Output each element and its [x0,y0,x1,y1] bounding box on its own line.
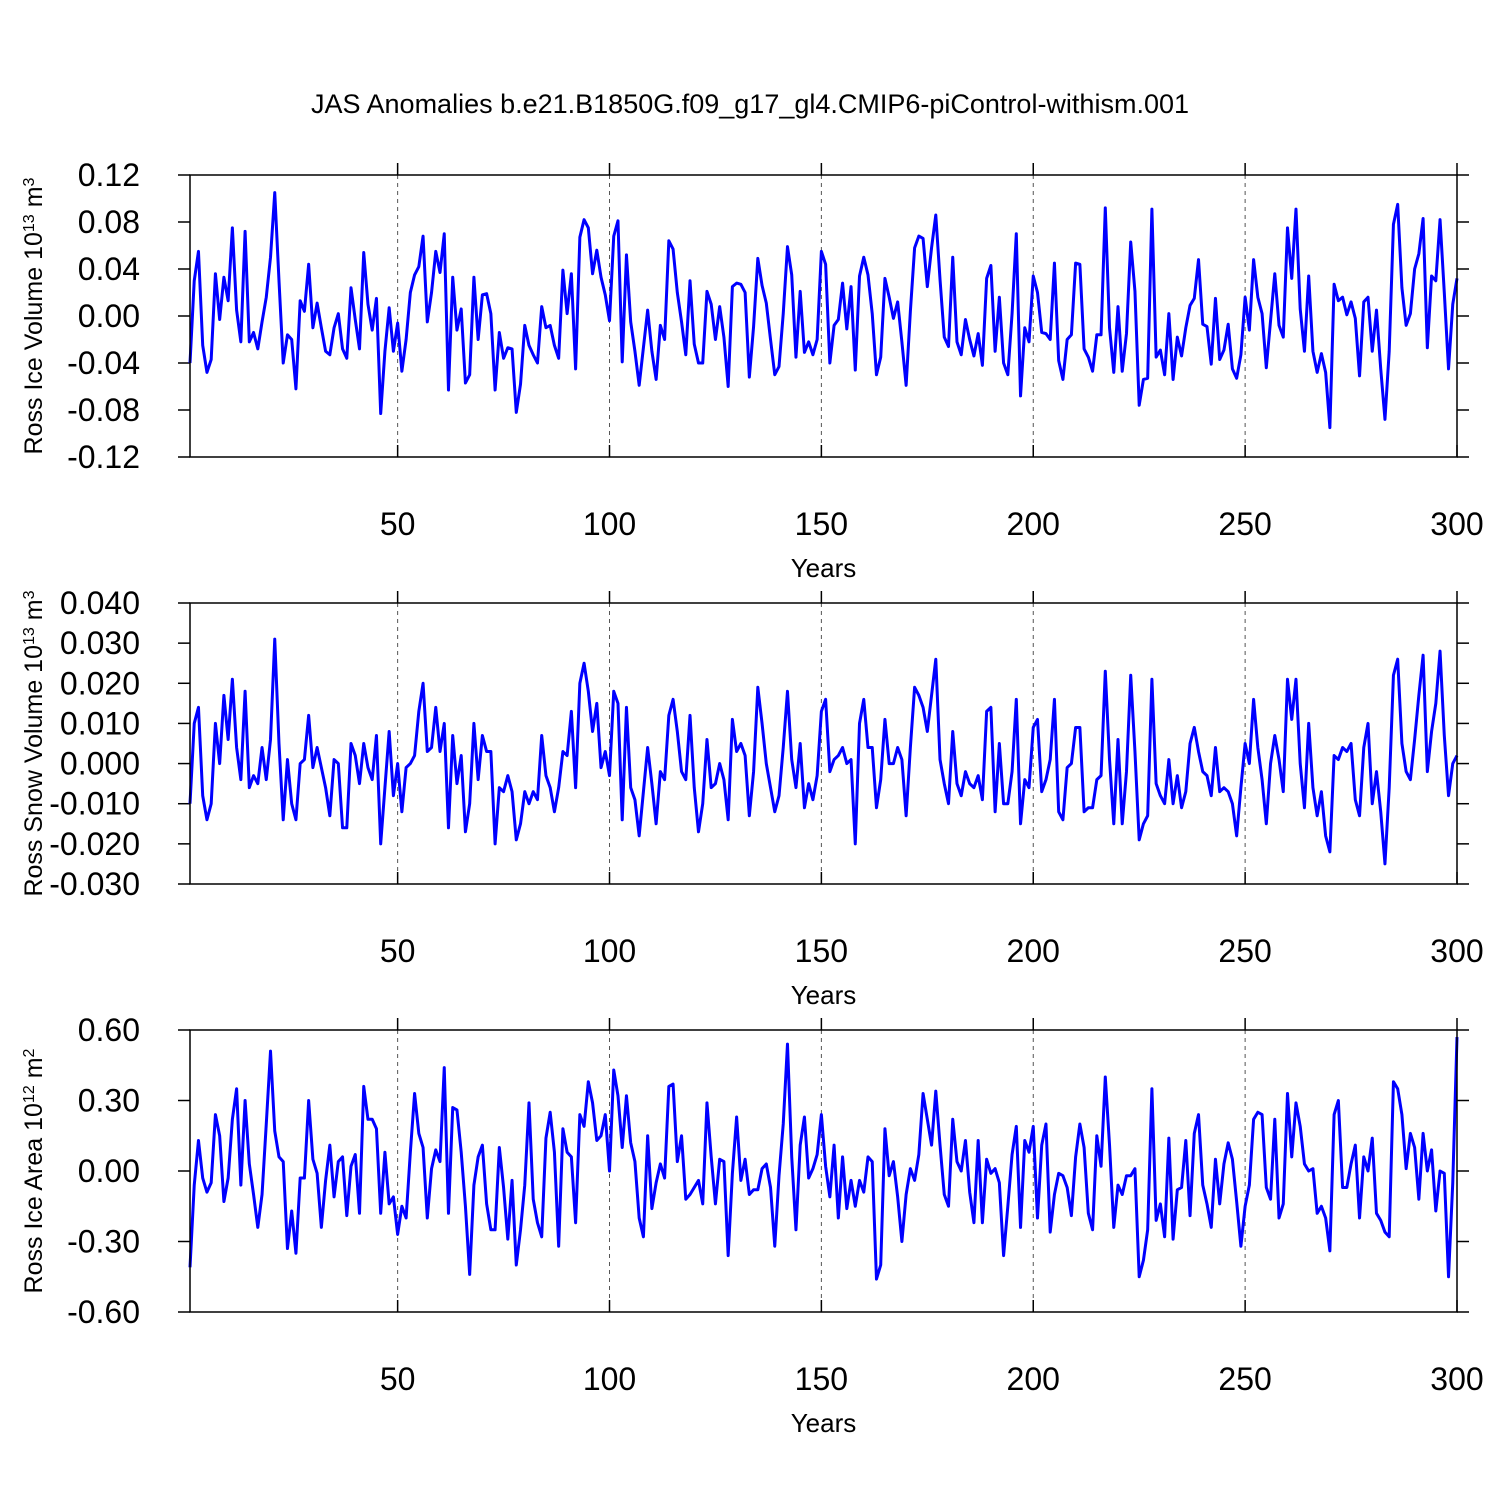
y-tick-label: 0.000 [60,746,140,782]
y-tick-label: 0.020 [60,665,140,701]
x-tick-label: 300 [1430,1361,1483,1397]
y-tick-label: 0.08 [78,204,140,240]
y-tick-label: 0.040 [60,585,140,621]
chart-title: JAS Anomalies b.e21.B1850G.f09_g17_gl4.C… [311,89,1189,119]
data-line [188,637,1459,866]
x-tick-label: 250 [1218,933,1271,969]
x-tick-label: 50 [380,1361,416,1397]
y-tick-label: -0.020 [49,826,140,862]
y-axis-label-exponent: 13 [21,627,38,645]
y-tick-label: -0.12 [67,439,140,475]
plot-frame [189,174,1458,458]
y-axis-label-part: m [20,1057,48,1078]
y-axis-label-exponent: 12 [21,1085,38,1103]
y-axis-label-exponent: 3 [21,590,38,599]
y-tick-label: -0.30 [67,1224,140,1260]
y-tick-label: 0.30 [78,1083,140,1119]
y-axis-label-part: Ross Snow Volume 10 [20,645,48,897]
y-tick-label: -0.60 [67,1294,140,1330]
y-tick-label: -0.04 [67,345,140,381]
y-axis-label: Ross Snow Volume 1013 m3 [20,590,48,896]
plot-frame [189,1029,1458,1313]
y-tick-label: -0.08 [67,392,140,428]
x-tick-label: 50 [380,933,416,969]
y-tick-label: 0.00 [78,298,140,334]
x-tick-label: 150 [795,933,848,969]
x-axis-label: Years [791,1408,857,1438]
y-tick-label: 0.030 [60,625,140,661]
y-tick-label: 0.04 [78,251,140,287]
x-tick-label: 300 [1430,506,1483,542]
x-axis-label: Years [791,553,857,583]
x-tick-label: 300 [1430,933,1483,969]
x-tick-label: 250 [1218,1361,1271,1397]
x-tick-label: 100 [583,933,636,969]
data-line [188,191,1459,430]
x-tick-label: 200 [1007,506,1060,542]
x-tick-label: 150 [795,1361,848,1397]
x-axis-label: Years [791,980,857,1010]
x-tick-label: 200 [1007,933,1060,969]
y-axis-label-exponent: 2 [21,1048,38,1057]
x-tick-label: 100 [583,506,636,542]
x-tick-label: 150 [795,506,848,542]
y-tick-label: 0.60 [78,1012,140,1048]
y-tick-label: 0.12 [78,157,140,193]
plot-frame [189,602,1458,885]
y-axis-label-part: Ross Ice Volume 10 [20,232,48,454]
x-tick-label: 250 [1218,506,1271,542]
x-tick-label: 100 [583,1361,636,1397]
y-tick-label: -0.030 [49,866,140,902]
y-tick-label: 0.010 [60,705,140,741]
y-tick-label: 0.00 [78,1153,140,1189]
y-axis-label-part: m [20,186,48,207]
y-axis-label-part: m [20,599,48,620]
x-tick-label: 200 [1007,1361,1060,1397]
y-axis-label-exponent: 13 [21,214,38,232]
y-axis-label-exponent: 3 [21,177,38,186]
y-axis-label: Ross Ice Area 1012 m2 [20,1048,48,1293]
y-tick-label: -0.010 [49,786,140,822]
data-line [188,1037,1459,1281]
x-tick-label: 50 [380,506,416,542]
y-axis-label-part: Ross Ice Area 10 [20,1103,48,1293]
y-axis-label: Ross Ice Volume 1013 m3 [20,177,48,454]
